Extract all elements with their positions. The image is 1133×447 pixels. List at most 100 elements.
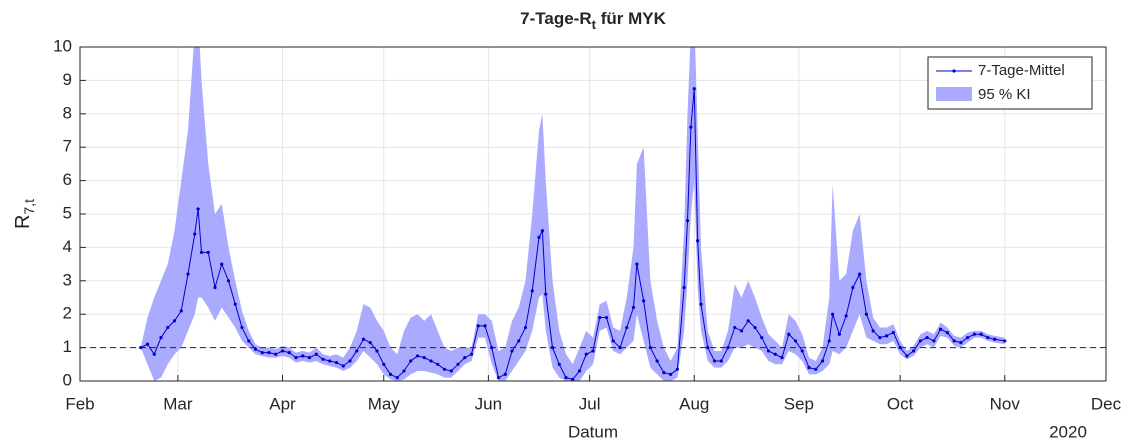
data-point (831, 312, 835, 316)
data-point (939, 327, 943, 331)
data-point (220, 262, 224, 266)
data-point (591, 349, 595, 353)
data-point (837, 332, 841, 336)
y-tick-label: 6 (63, 170, 72, 189)
data-point (753, 325, 757, 330)
data-point (878, 335, 882, 340)
data-point (898, 346, 902, 350)
x-axis-label: Datum (568, 422, 618, 441)
x-tick-label: Apr (269, 394, 296, 413)
legend-label: 7-Tage-Mittel (978, 62, 1065, 79)
data-point (733, 325, 737, 330)
data-point (577, 369, 582, 373)
data-point (159, 335, 163, 340)
data-point (844, 314, 848, 318)
chart-title: 7-Tage-Rt für MYK (520, 9, 666, 32)
ylabel-sub: 7,t (21, 199, 37, 215)
data-point (918, 339, 922, 343)
data-point (314, 352, 318, 356)
x-tick-label: Jul (579, 394, 601, 413)
data-point (355, 349, 359, 353)
x-tick-label: May (368, 394, 401, 413)
data-point (773, 352, 777, 356)
data-point (280, 349, 285, 353)
data-point (631, 305, 636, 310)
y-tick-label: 8 (63, 103, 72, 122)
data-point (820, 359, 825, 363)
data-point (979, 332, 983, 336)
data-point (348, 359, 352, 363)
data-point (760, 335, 764, 340)
data-point (598, 315, 602, 320)
data-point (932, 339, 936, 343)
data-point (145, 342, 150, 346)
data-point (395, 376, 399, 380)
data-point (719, 359, 723, 363)
y-tick-label: 2 (63, 304, 72, 323)
data-point (726, 346, 730, 350)
data-point (891, 330, 895, 335)
data-point (321, 357, 325, 361)
data-point (540, 229, 544, 233)
data-point (584, 352, 588, 356)
data-point (490, 346, 494, 350)
data-point (642, 299, 646, 303)
confidence-band (140, 47, 1005, 381)
data-point (139, 346, 143, 350)
x-tick-label: Nov (990, 394, 1021, 413)
data-point (422, 356, 426, 360)
data-point (986, 335, 990, 340)
data-point (712, 359, 717, 363)
legend-label: 95 % KI (978, 86, 1031, 103)
data-point (675, 367, 679, 371)
data-point (689, 125, 693, 129)
data-point (199, 250, 204, 255)
data-point (611, 339, 615, 343)
x-tick-label: Feb (65, 394, 94, 413)
data-point (699, 302, 703, 306)
data-point (993, 337, 997, 341)
data-point (463, 356, 467, 360)
data-point (864, 312, 868, 316)
data-point (787, 332, 791, 336)
data-point (402, 369, 406, 373)
data-point (827, 339, 831, 343)
data-point (517, 339, 521, 343)
data-point (871, 329, 875, 333)
y-tick-label: 10 (53, 36, 72, 55)
data-point (523, 325, 528, 330)
y-tick-label: 1 (63, 337, 72, 356)
y-tick-label: 4 (63, 237, 72, 256)
data-point (253, 347, 258, 351)
data-point (537, 235, 541, 239)
data-point (766, 349, 771, 353)
data-point (469, 352, 474, 356)
data-point (152, 352, 156, 356)
data-point (706, 346, 710, 350)
data-point (382, 362, 386, 366)
x-tick-label: Oct (887, 394, 914, 413)
data-point (885, 334, 889, 338)
data-point (618, 346, 622, 350)
data-point (375, 349, 379, 353)
data-point (945, 330, 949, 335)
data-point (226, 279, 231, 283)
data-point (959, 340, 963, 345)
data-point (456, 362, 460, 366)
data-point (206, 250, 210, 255)
data-point (682, 285, 686, 290)
title-main: 7-Tage-R (520, 9, 591, 28)
data-point (196, 207, 200, 211)
data-point (240, 325, 244, 330)
data-point (388, 372, 393, 376)
data-point (166, 325, 170, 330)
data-point (267, 351, 271, 355)
data-point (800, 349, 804, 353)
data-point (952, 339, 956, 343)
data-point (442, 367, 447, 371)
data-point (368, 340, 372, 345)
x-tick-label: Dec (1091, 394, 1122, 413)
data-point (685, 219, 690, 223)
data-point (544, 292, 548, 296)
